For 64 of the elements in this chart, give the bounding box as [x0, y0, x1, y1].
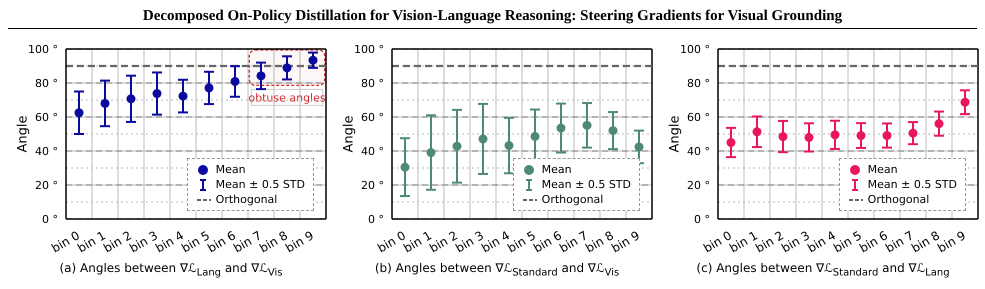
- point: [426, 148, 436, 158]
- x-axis-title: (c) Angles between ∇ℒ$_{Standard}$ and ∇ℒ$_{Lang}$: [695, 261, 951, 278]
- point: [308, 56, 318, 65]
- y-tick-label: 40 °: [687, 144, 710, 158]
- y-tick-label: 80 °: [687, 76, 710, 90]
- y-tick-label: 0 °: [368, 212, 384, 226]
- point: [752, 127, 762, 136]
- legend-label: Orthogonal: [216, 192, 278, 207]
- point: [530, 132, 540, 141]
- y-tick-label: 60 °: [687, 110, 710, 124]
- y-tick-label: 100 °: [28, 42, 58, 56]
- legend-label: Orthogonal: [868, 192, 930, 207]
- point: [478, 134, 488, 144]
- y-tick-label: 100 °: [680, 42, 710, 56]
- y-tick-label: 20 °: [35, 178, 58, 192]
- point: [178, 92, 188, 101]
- point: [960, 98, 970, 107]
- point: [726, 138, 736, 148]
- point: [830, 130, 840, 140]
- point: [282, 63, 292, 72]
- point: [556, 124, 566, 133]
- y-tick-label: 100 °: [354, 42, 384, 56]
- point: [934, 119, 944, 128]
- point: [100, 98, 110, 108]
- y-tick-label: 80 °: [361, 76, 384, 90]
- y-tick-label: 20 °: [361, 178, 384, 192]
- legend-label: Mean: [216, 162, 246, 177]
- y-axis-title: Angle: [668, 116, 683, 152]
- y-tick-label: 0 °: [42, 212, 58, 226]
- x-axis-title: (b) Angles between ∇ℒ$_{Standard}$ and ∇ℒ$_{Vis}$: [374, 261, 620, 278]
- y-axis-title: Angle: [342, 116, 357, 152]
- point: [608, 126, 618, 136]
- y-axis-title: Angle: [16, 116, 31, 152]
- y-tick-label: 40 °: [35, 144, 58, 158]
- legend-label: Mean: [868, 162, 898, 177]
- text: Decomposed On-Policy Distillation for Vision-Language Reasoning: Steering Gradients for Visual Grounding: [8, 8, 977, 29]
- point: [856, 131, 866, 140]
- point: [152, 89, 162, 98]
- point: [400, 162, 410, 172]
- point: [582, 120, 592, 130]
- y-tick-label: 0 °: [694, 212, 710, 226]
- y-tick-label: 20 °: [687, 178, 710, 192]
- point: [74, 108, 84, 118]
- legend-label: Mean: [542, 162, 572, 177]
- point: [634, 142, 644, 152]
- y-tick-label: 60 °: [35, 110, 58, 124]
- point: [778, 132, 788, 142]
- point: [908, 128, 918, 138]
- point: [204, 83, 214, 92]
- annotation: Mean ± 0.5 STD: [216, 177, 305, 192]
- point: [504, 141, 514, 150]
- y-tick-label: 60 °: [361, 110, 384, 124]
- point: [804, 132, 814, 142]
- legend-label: Orthogonal: [542, 192, 604, 207]
- point: [126, 94, 136, 104]
- annotation: Mean ± 0.5 STD: [542, 177, 631, 192]
- point: [230, 76, 240, 86]
- y-tick-label: 80 °: [35, 76, 58, 90]
- point: [452, 142, 462, 151]
- y-tick-label: 40 °: [361, 144, 384, 158]
- point: [882, 131, 892, 140]
- x-axis-title: (a) Angles between ∇ℒ$_{Lang}$ and ∇ℒ$_{Vis}$: [58, 261, 284, 278]
- point: [256, 71, 266, 80]
- annotation: Mean ± 0.5 STD: [868, 177, 957, 192]
